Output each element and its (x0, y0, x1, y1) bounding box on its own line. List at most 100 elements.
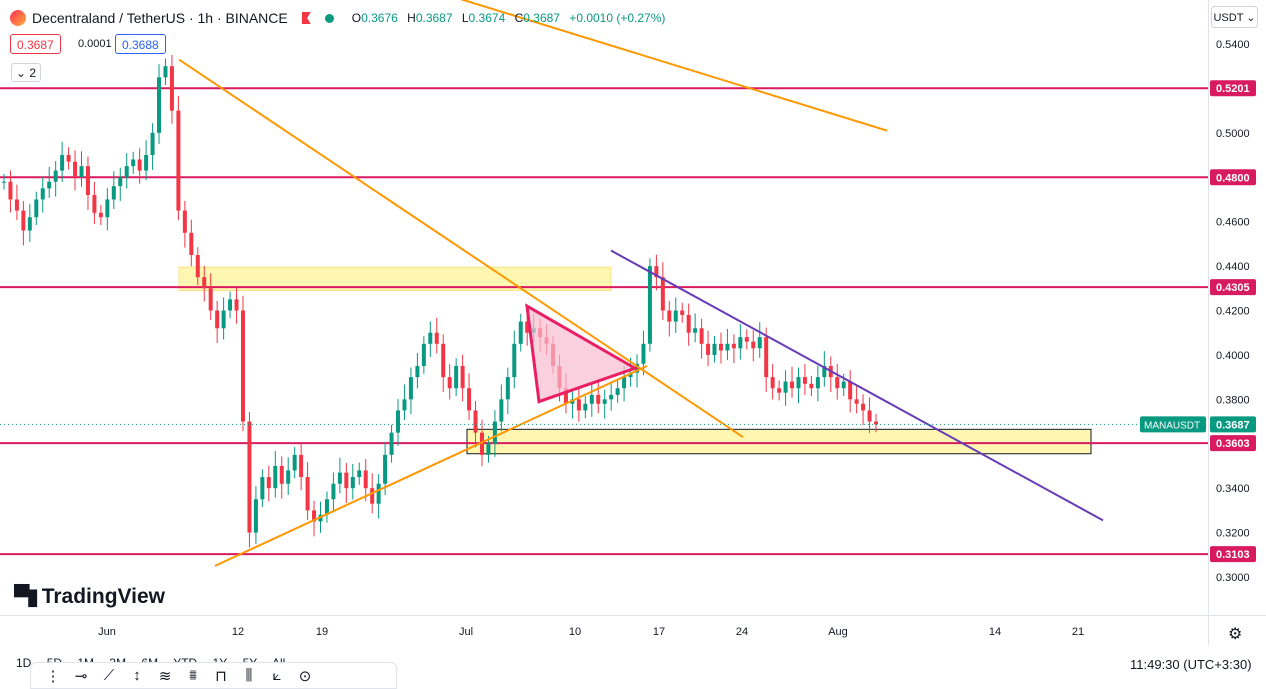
candle-body (861, 403, 866, 411)
price-axis[interactable]: 0.5400 0.5000 0.4600 0.4400 0.4200 0.4000 0.38… (1140, 39, 1256, 584)
candle-body (312, 510, 317, 522)
drag-handle-icon[interactable]: ⋮ (45, 667, 61, 685)
candle-body (667, 310, 672, 322)
buy-price-button[interactable]: 0.3688 (115, 34, 166, 54)
axis-border-bottom (0, 615, 1266, 616)
candle-body (408, 377, 413, 400)
candle-body (777, 388, 782, 393)
candle-body (208, 288, 213, 311)
candle-body (596, 394, 601, 404)
candle-body (628, 372, 633, 378)
candle-body (273, 465, 278, 489)
candle-body (751, 341, 756, 349)
symbol-badge-label: MANAUSDT (1144, 420, 1200, 431)
candle-body (802, 377, 807, 384)
candle-body (518, 321, 523, 344)
candle-body (583, 403, 588, 411)
candle-body (434, 332, 439, 344)
indicators-toggle[interactable]: ⌄ 2 (11, 63, 41, 82)
drawing-toolbar[interactable]: ⋮ ⊸ ⟋ ↕ ≋ ⩩ ⊓ ⫼ ⟀ ⊙ (30, 662, 397, 689)
horizontal-ray-icon[interactable]: ⊸ (74, 667, 88, 685)
timezone-clock[interactable]: 11:49:30 (UTC+3:30) (1130, 657, 1252, 672)
trendline-icon[interactable]: ⟋ (103, 667, 115, 684)
candle-body (85, 166, 90, 196)
candle-body (202, 277, 207, 289)
open-value: 0.3676 (361, 11, 398, 25)
candle-body (21, 210, 26, 231)
candle-body (415, 366, 420, 378)
price-level-label: 0.5201 (1216, 83, 1250, 95)
x-tick-label: Jul (459, 626, 473, 638)
candle-body (14, 199, 19, 211)
candle-body (421, 343, 426, 367)
trendlines[interactable] (0, 0, 1208, 567)
candle-body (731, 343, 736, 349)
candle-body (137, 159, 142, 171)
circle-icon[interactable]: ⊙ (298, 667, 312, 685)
candle-body (796, 377, 801, 389)
candle-body (809, 383, 814, 389)
time-axis[interactable]: Jun 12 19 Jul 10 17 24 Aug 14 21 (98, 626, 1084, 638)
path-icon[interactable]: ⟀ (272, 667, 282, 684)
y-tick-label: 0.4000 (1216, 350, 1250, 362)
horizontal-levels[interactable] (0, 87, 1208, 556)
candle-body (680, 310, 685, 315)
price-level-label: 0.4800 (1216, 172, 1250, 184)
candle-body (718, 343, 723, 351)
parallel-channel-icon[interactable]: ≋ (158, 667, 172, 685)
settings-gear-icon[interactable]: ⚙ (1228, 626, 1243, 643)
candle-body (92, 195, 97, 213)
candle-body (157, 77, 162, 133)
candle-body (247, 421, 252, 533)
candle-body (150, 132, 155, 156)
candle-body (589, 394, 594, 404)
spread-value: 0.0001 (78, 38, 112, 50)
candle-body (615, 388, 620, 395)
candle-body (169, 66, 174, 111)
candle-body (467, 388, 472, 411)
sell-price-button[interactable]: 0.3687 (10, 34, 61, 54)
candle-body (764, 337, 769, 378)
candle-body (835, 377, 840, 389)
bars-pattern-icon[interactable]: ⫼ (245, 667, 253, 684)
candle-body (331, 483, 336, 500)
ohlc-values: O0.3676 H0.3687 L0.3674 C0.3687 +0.0010 … (351, 11, 666, 25)
candle-body (344, 472, 349, 489)
candle-body (266, 477, 271, 489)
price-level-label: 0.4305 (1216, 282, 1250, 294)
candle-body (841, 381, 846, 389)
price-level-label-bg (1210, 546, 1256, 563)
last-price-label-bg (1210, 416, 1256, 433)
support-resistance-zones[interactable] (178, 266, 1092, 455)
candle-body (60, 155, 65, 171)
y-tick-label: 0.4200 (1216, 306, 1250, 318)
candle-body (486, 443, 491, 455)
flag-icon[interactable] (301, 12, 311, 24)
candle-body (505, 377, 510, 400)
range-1d[interactable]: 1D (16, 656, 32, 670)
candle-body (563, 388, 568, 404)
candle-body (654, 266, 659, 278)
symbol-badge-bg (1140, 416, 1206, 433)
last-price-label: 0.3687 (1216, 419, 1250, 431)
y-tick-label: 0.3200 (1216, 528, 1250, 540)
candle-body (402, 399, 407, 411)
pitchfork-icon[interactable]: ⩩ (188, 667, 197, 684)
candle-body (79, 166, 84, 178)
candle-body (389, 432, 394, 455)
candle-body (228, 299, 233, 311)
rectangle-icon[interactable]: ⊓ (215, 667, 227, 685)
candle-body (693, 328, 698, 333)
symbol-title[interactable]: Decentraland / TetherUS · 1h · BINANCE (32, 10, 288, 26)
cursor-icon[interactable]: ↕ (133, 667, 141, 684)
currency-select[interactable]: USDT ⌄ (1211, 6, 1258, 28)
chevron-down-icon: ⌄ (15, 66, 27, 80)
candle-body (770, 377, 775, 389)
candle-body (253, 499, 258, 533)
candle-body (131, 159, 136, 167)
candle-body (357, 470, 362, 478)
candle-body (240, 310, 245, 422)
candle-body (383, 454, 388, 484)
candle-body (176, 110, 181, 211)
